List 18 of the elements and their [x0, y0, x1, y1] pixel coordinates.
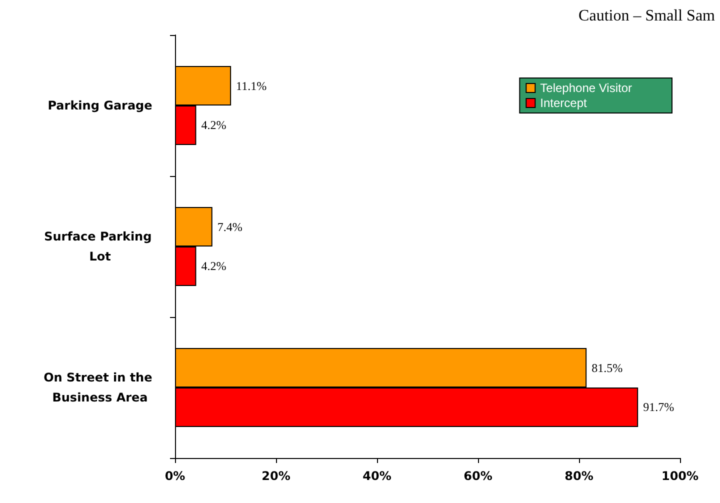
- text: Caution – Small Sam: [578, 8, 716, 24]
- data-label: 4.2%: [201, 118, 226, 132]
- legend-label: Telephone Visitor: [540, 81, 632, 95]
- x-tick-label: 0%: [164, 469, 186, 483]
- y-tick-label: Surface Parking Lot: [44, 230, 156, 264]
- data-label: 11.1%: [236, 78, 267, 93]
- x-tick-label: 20%: [262, 469, 290, 483]
- x-tick-label: 40%: [362, 469, 392, 483]
- y-tick-label: On Street in the Business Area: [44, 370, 156, 404]
- data-label: 4.2%: [201, 259, 226, 274]
- x-tick-label: 60%: [464, 469, 492, 483]
- y-tick-label: Parking Garage: [48, 98, 152, 112]
- x-tick-label: 80%: [564, 469, 594, 483]
- legend-label: Intercept: [540, 96, 588, 110]
- data-label: 7.4%: [217, 220, 242, 234]
- data-label: 91.7%: [643, 400, 674, 414]
- x-tick-label: 100%: [661, 469, 699, 483]
- data-label: 81.5%: [592, 360, 623, 375]
